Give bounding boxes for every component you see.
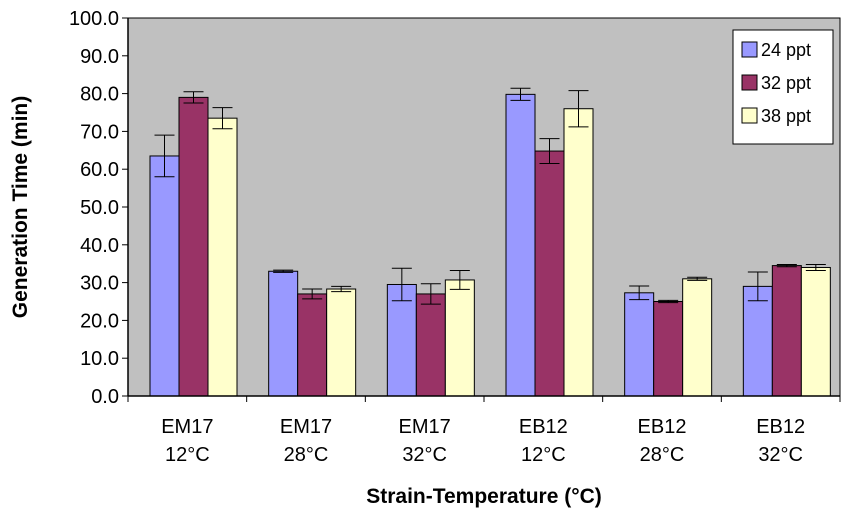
error-bar-24-ppt-cat-3 bbox=[510, 87, 531, 101]
x-tick-label-temp: 32°C bbox=[758, 444, 803, 466]
x-tick-label-temp: 12°C bbox=[521, 444, 566, 466]
error-bar-24-ppt-cat-5 bbox=[747, 271, 768, 302]
bar-24-ppt-cat-1 bbox=[268, 270, 299, 397]
plot-area bbox=[127, 17, 841, 397]
bar-24-ppt-cat-4 bbox=[624, 292, 655, 397]
error-bar-38-ppt-cat-3 bbox=[568, 90, 589, 128]
bar-38-ppt-cat-0 bbox=[207, 117, 238, 397]
bar-24-ppt-cat-0 bbox=[149, 155, 180, 397]
x-tick-label-strain: EM17 bbox=[161, 416, 213, 438]
bar-38-ppt-cat-2 bbox=[444, 279, 475, 397]
bar-24-ppt-cat-5 bbox=[742, 285, 773, 397]
x-axis-title: Strain-Temperature (°C) bbox=[366, 485, 602, 508]
y-tick-label: 100.0 bbox=[69, 8, 119, 30]
x-tick-label-strain: EB12 bbox=[519, 416, 568, 438]
y-tick-label: 50.0 bbox=[80, 197, 119, 219]
legend-swatch-32-ppt bbox=[741, 74, 758, 91]
bar-32-ppt-cat-0 bbox=[178, 96, 209, 397]
y-tick-label: 40.0 bbox=[80, 235, 119, 257]
error-bar-24-ppt-cat-0 bbox=[154, 134, 175, 178]
y-axis-title: Generation Time (min) bbox=[9, 96, 32, 318]
y-tick-label: 80.0 bbox=[80, 84, 119, 106]
error-bar-38-ppt-cat-5 bbox=[805, 263, 826, 272]
x-tick-label-temp: 28°C bbox=[284, 444, 329, 466]
error-bar-24-ppt-cat-1 bbox=[273, 269, 294, 273]
error-bar-32-ppt-cat-3 bbox=[539, 138, 560, 165]
error-bar-32-ppt-cat-0 bbox=[183, 91, 204, 104]
error-bar-38-ppt-cat-1 bbox=[331, 285, 352, 293]
bar-32-ppt-cat-3 bbox=[534, 150, 565, 397]
y-tick-label: 60.0 bbox=[80, 159, 119, 181]
bar-38-ppt-cat-1 bbox=[326, 288, 357, 397]
legend: 24 ppt 32 ppt 38 ppt bbox=[732, 29, 834, 145]
y-tick-label: 70.0 bbox=[80, 121, 119, 143]
error-bar-32-ppt-cat-2 bbox=[420, 283, 441, 305]
legend-label-24-ppt: 24 ppt bbox=[761, 40, 811, 60]
error-bar-24-ppt-cat-4 bbox=[629, 285, 650, 301]
bar-38-ppt-cat-4 bbox=[682, 278, 713, 397]
y-tick-label: 10.0 bbox=[80, 348, 119, 370]
error-bar-38-ppt-cat-4 bbox=[687, 276, 708, 281]
y-tick-label: 0.0 bbox=[91, 386, 119, 408]
y-tick-label: 20.0 bbox=[80, 310, 119, 332]
bar-32-ppt-cat-1 bbox=[297, 293, 328, 397]
legend-swatch-24-ppt bbox=[741, 41, 758, 58]
error-bar-38-ppt-cat-2 bbox=[449, 270, 470, 290]
bar-38-ppt-cat-5 bbox=[800, 266, 831, 397]
error-bar-32-ppt-cat-4 bbox=[658, 299, 679, 304]
y-tick-label: 30.0 bbox=[80, 273, 119, 295]
error-bars-layer bbox=[154, 87, 826, 305]
bar-38-ppt-cat-3 bbox=[563, 108, 594, 397]
bar-24-ppt-cat-3 bbox=[505, 93, 536, 397]
x-tick-label-strain: EM17 bbox=[280, 416, 332, 438]
x-tick-label-temp: 28°C bbox=[640, 444, 685, 466]
error-bar-32-ppt-cat-1 bbox=[302, 288, 323, 300]
legend-label-32-ppt: 32 ppt bbox=[761, 73, 811, 93]
bar-32-ppt-cat-2 bbox=[415, 293, 446, 397]
error-bar-24-ppt-cat-2 bbox=[391, 267, 412, 302]
x-tick-label-strain: EB12 bbox=[756, 416, 805, 438]
bar-32-ppt-cat-5 bbox=[771, 265, 802, 397]
legend-swatch-38-ppt bbox=[741, 107, 758, 124]
x-tick-label-strain: EB12 bbox=[638, 416, 687, 438]
y-tick-label: 90.0 bbox=[80, 46, 119, 68]
error-bar-32-ppt-cat-5 bbox=[776, 263, 797, 268]
x-tick-label-strain: EM17 bbox=[399, 416, 451, 438]
tick-labels-layer: 0.0 10.0 20.0 30.0 40.0 50.0 60.0 70.0 80.0 90.0 1… bbox=[69, 8, 805, 466]
axes-layer bbox=[122, 17, 841, 402]
bars-layer bbox=[149, 93, 831, 397]
x-tick-label-temp: 12°C bbox=[165, 444, 210, 466]
error-bar-38-ppt-cat-0 bbox=[212, 107, 233, 130]
bar-32-ppt-cat-4 bbox=[653, 301, 684, 397]
legend-label-38-ppt: 38 ppt bbox=[761, 106, 811, 126]
x-tick-label-temp: 32°C bbox=[402, 444, 447, 466]
